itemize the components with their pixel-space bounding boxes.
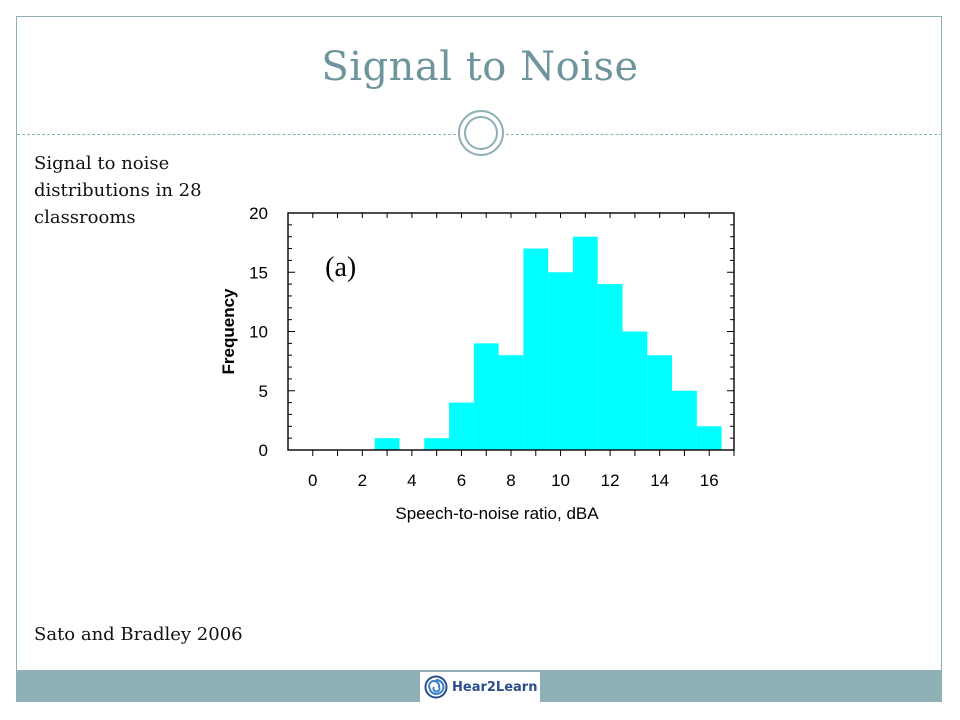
histogram-bar <box>523 248 549 450</box>
chart-caption: Signal to noise distributions in 28 clas… <box>34 153 202 228</box>
histogram-chart: 0 5 10 15 20 0 2 4 6 8 10 12 14 16 Speech-to-noise rat… <box>219 204 735 523</box>
x-tick-label: 12 <box>601 471 620 490</box>
histogram-bar <box>647 355 673 450</box>
histogram-bar <box>548 272 573 450</box>
x-axis-label: Speech-to-noise ratio, dBA <box>395 504 599 523</box>
x-tick-label: 2 <box>358 471 367 490</box>
y-tick-label: 20 <box>249 204 268 223</box>
histogram-bar <box>374 438 400 450</box>
y-tick-label: 15 <box>249 263 268 282</box>
x-tick-label: 0 <box>308 471 317 490</box>
slide-title: Signal to Noise <box>321 44 639 90</box>
logo-text: Hear2Learn <box>452 679 538 695</box>
y-tick-label: 10 <box>249 323 268 342</box>
panel-annotation: (a) <box>325 252 356 283</box>
x-tick-label: 8 <box>506 471 515 490</box>
title-divider-left <box>17 134 456 135</box>
histogram-bar <box>473 343 499 450</box>
x-tick-label: 6 <box>457 471 466 490</box>
x-tick-label: 10 <box>551 471 570 490</box>
divider-circle-ornament <box>458 110 504 156</box>
histogram-bar <box>597 284 623 450</box>
histogram-bar <box>622 331 648 450</box>
x-tick-label: 16 <box>700 471 719 490</box>
histogram-bar <box>572 236 598 450</box>
spiral-logo-icon <box>424 675 448 699</box>
histogram-bar <box>672 390 697 450</box>
hear2learn-logo: Hear2Learn <box>420 672 540 702</box>
y-tick-label: 0 <box>259 441 268 460</box>
x-tick-label: 4 <box>407 471 416 490</box>
y-axis-label: Frequency <box>219 288 238 375</box>
title-divider-right <box>506 134 942 135</box>
histogram-bar <box>498 355 524 450</box>
histogram-bar <box>449 402 474 450</box>
histogram-bar <box>424 438 450 450</box>
citation: Sato and Bradley 2006 <box>34 624 243 645</box>
x-tick-label: 14 <box>650 471 669 490</box>
histogram-bar <box>696 426 722 450</box>
y-tick-label: 5 <box>259 382 268 401</box>
